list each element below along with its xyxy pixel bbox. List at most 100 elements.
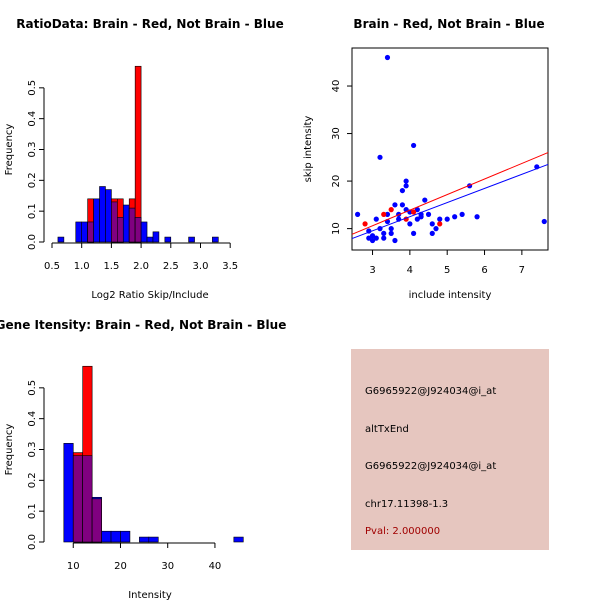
- ratio-bar-overlap: [87, 221, 94, 243]
- gene-y-tick-label: 0.1: [27, 503, 38, 519]
- scatter-fit-line-not-brain: [351, 163, 549, 240]
- scatter-point-not-brain: [433, 226, 439, 232]
- gene-x-tick-label: 30: [161, 561, 174, 572]
- ratio-bar-not-brain: [105, 189, 112, 243]
- scatter-plot-frame: [351, 47, 549, 251]
- scatter-x-tick-label: 7: [519, 265, 525, 276]
- ratio-x-tick-label: 1.5: [103, 261, 119, 272]
- scatter-point-not-brain: [403, 178, 409, 184]
- scatter-point-not-brain: [411, 230, 417, 236]
- ratio-bar-not-brain: [164, 236, 172, 243]
- gene-bar-not-brain: [120, 530, 131, 543]
- gene-x-tick-label: 40: [209, 561, 222, 572]
- scatter-point-not-brain: [444, 216, 450, 222]
- gene-bar-overlap: [72, 455, 83, 543]
- scatter-point-not-brain: [452, 214, 458, 220]
- scatter-fit-line-brain: [351, 152, 549, 235]
- gene-bar-overlap: [82, 455, 93, 543]
- ratio-y-tick-label: 0.0: [27, 234, 38, 250]
- ratio-x-tick-label: 3.5: [222, 261, 238, 272]
- ratio-bar-not-brain: [212, 236, 219, 243]
- scatter-point-not-brain: [541, 218, 547, 225]
- gene-y-axis-label: Frequency: [4, 424, 15, 476]
- ratio-y-axis-label: Frequency: [4, 124, 15, 176]
- gene-x-tick-label: 20: [114, 561, 127, 572]
- scatter-point-not-brain: [414, 216, 420, 222]
- gene-bar-not-brain: [139, 536, 150, 543]
- gene-bar-not-brain: [148, 536, 159, 543]
- scatter-point-not-brain: [384, 54, 391, 61]
- scatter-point-not-brain: [407, 221, 413, 227]
- gene-bar-overlap: [91, 498, 102, 543]
- gene-y-tick-label: 0.0: [27, 534, 38, 550]
- scatter-x-tick-label: 6: [481, 265, 487, 276]
- scatter-point-brain: [362, 221, 368, 227]
- ratio-y-tick-label: 0.4: [27, 111, 38, 127]
- gene-bar-not-brain: [101, 530, 112, 543]
- ratio-bar-not-brain: [75, 221, 82, 243]
- scatter-point-not-brain: [355, 211, 361, 217]
- ratio-y-tick-label: 0.5: [27, 80, 38, 96]
- ratio-bar-not-brain: [140, 221, 148, 243]
- scatter-point-not-brain: [388, 230, 394, 236]
- scatter-y-axis-label: skip intensity: [303, 116, 314, 183]
- scatter-point-not-brain: [392, 237, 398, 244]
- ratio-bar-not-brain: [81, 221, 88, 243]
- gene-x-axis-label: Intensity: [128, 590, 172, 600]
- ratio-bar-overlap: [111, 201, 118, 243]
- scatter-point-not-brain: [414, 207, 420, 213]
- scatter-x-tick-label: 4: [407, 265, 413, 276]
- gene-chart-title: Gene Itensity: Brain - Red, Not Brain - …: [0, 318, 286, 332]
- gene-bar-not-brain: [110, 530, 121, 543]
- scatter-point-not-brain: [369, 237, 376, 244]
- scatter-x-tick-label: 3: [369, 265, 375, 276]
- gene-y-tick-label: 0.2: [27, 472, 38, 488]
- ratio-bar-not-brain: [57, 236, 65, 243]
- gene-x-tick-label: 10: [67, 561, 80, 572]
- scatter-point-not-brain: [377, 154, 383, 160]
- ratio-x-tick-label: 3.0: [193, 261, 209, 272]
- ratio-bar-not-brain: [122, 204, 130, 243]
- ratio-x-tick-label: 2.5: [163, 261, 179, 272]
- scatter-point-not-brain: [373, 235, 379, 241]
- scatter-x-tick-label: 5: [444, 265, 450, 276]
- ratio-bar-not-brain: [188, 236, 195, 243]
- scatter-point-not-brain: [399, 187, 405, 194]
- ratio-chart-title: RatioData: Brain - Red, Not Brain - Blue: [16, 17, 283, 31]
- scatter-y-tick-label: 30: [331, 127, 342, 140]
- ratio-bar-overlap: [134, 217, 142, 243]
- scatter-point-brain: [437, 221, 443, 227]
- scatter-point-not-brain: [418, 214, 424, 220]
- gene-y-tick-label: 0.3: [27, 442, 38, 458]
- ratio-bar-not-brain: [152, 231, 160, 243]
- scatter-point-not-brain: [384, 211, 391, 217]
- gene-info-panel: G6965922@J924034@i_at altTxEnd G6965922@…: [351, 349, 549, 550]
- scatter-point-brain: [388, 207, 394, 213]
- scatter-y-tick-label: 10: [331, 222, 342, 235]
- ratio-bar-brain: [134, 65, 142, 243]
- scatter-x-axis-label: include intensity: [409, 290, 492, 301]
- pval-text: Pval: 2.000000: [365, 526, 441, 537]
- ratio-x-tick-label: 0.5: [44, 261, 60, 272]
- scatter-point-not-brain: [429, 230, 435, 236]
- scatter-point-not-brain: [369, 233, 376, 239]
- scatter-point-brain: [381, 211, 387, 217]
- probe-id-text: G6965922@J924034@i_at: [365, 386, 497, 397]
- gene-bar-not-brain: [233, 536, 244, 543]
- scatter-point-not-brain: [381, 235, 387, 241]
- scatter-point-not-brain: [437, 216, 443, 222]
- ratio-y-tick-label: 0.2: [27, 172, 38, 188]
- ratio-x-tick-label: 2.0: [133, 261, 149, 272]
- scatter-point-brain: [411, 209, 417, 215]
- scatter-point-not-brain: [429, 221, 435, 227]
- ratio-x-axis-label: Log2 Ratio Skip/Include: [91, 290, 208, 301]
- gene-bar-not-brain: [63, 443, 74, 543]
- ratio-bar-not-brain: [99, 186, 106, 243]
- ratio-bar-not-brain: [146, 236, 154, 243]
- scatter-point-not-brain: [459, 211, 465, 217]
- ratio-y-tick-label: 0.3: [27, 142, 38, 158]
- scatter-y-tick-label: 40: [331, 80, 342, 93]
- event-type-text: altTxEnd: [365, 424, 409, 435]
- scatter-point-not-brain: [366, 235, 372, 241]
- scatter-point-not-brain: [388, 226, 394, 232]
